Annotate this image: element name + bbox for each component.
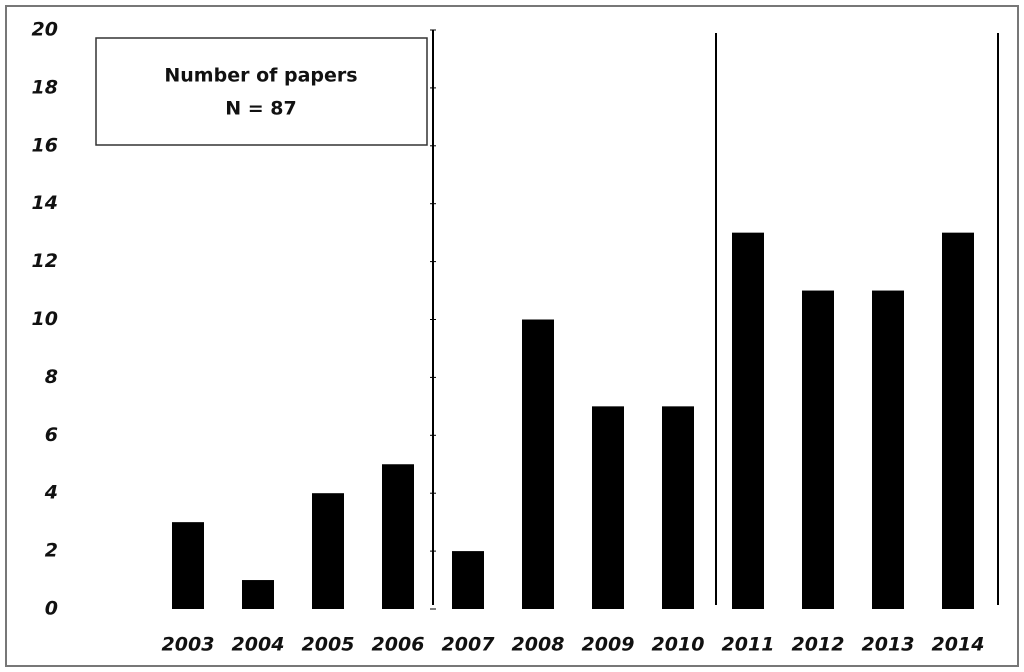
x-tick-label: 2014 — [932, 634, 985, 656]
y-tick-label: 20 — [32, 19, 58, 41]
y-tick-label: 12 — [32, 250, 58, 272]
y-tick-label: 18 — [32, 76, 58, 98]
x-tick-label: 2012 — [792, 634, 845, 656]
bar — [242, 580, 274, 609]
bar — [942, 232, 974, 609]
x-tick-label: 2010 — [652, 634, 705, 656]
bar — [592, 406, 624, 609]
bar — [452, 551, 484, 609]
bar — [312, 493, 344, 609]
bar — [382, 464, 414, 609]
y-tick-label: 4 — [44, 482, 58, 504]
annotation: N = 87 — [225, 98, 297, 120]
x-tick-label: 2009 — [582, 634, 635, 656]
annotation-box — [95, 37, 428, 146]
y-tick-label: 6 — [45, 424, 58, 446]
annotation: Number of papers — [164, 65, 357, 87]
y-tick-label: 2 — [45, 540, 58, 562]
x-tick-label: 2007 — [442, 634, 496, 656]
y-tick-label: 10 — [32, 308, 58, 330]
y-tick-label: 16 — [32, 134, 58, 156]
x-tick-label: 2004 — [232, 634, 285, 656]
y-tick-label: 14 — [32, 192, 58, 214]
bar — [522, 319, 554, 609]
y-tick-label: 0 — [45, 598, 58, 620]
bar — [172, 522, 204, 609]
bar — [732, 232, 764, 609]
x-tick-label: 2005 — [302, 634, 355, 656]
x-tick-label: 2003 — [162, 634, 215, 656]
x-tick-label: 2008 — [512, 634, 565, 656]
bar — [872, 290, 904, 609]
y-tick-label: 8 — [45, 366, 58, 388]
bar — [662, 406, 694, 609]
x-tick-label: 2006 — [372, 634, 425, 656]
x-tick-label: 2013 — [862, 634, 915, 656]
x-tick-label: 2011 — [722, 634, 775, 656]
bar — [802, 290, 834, 609]
